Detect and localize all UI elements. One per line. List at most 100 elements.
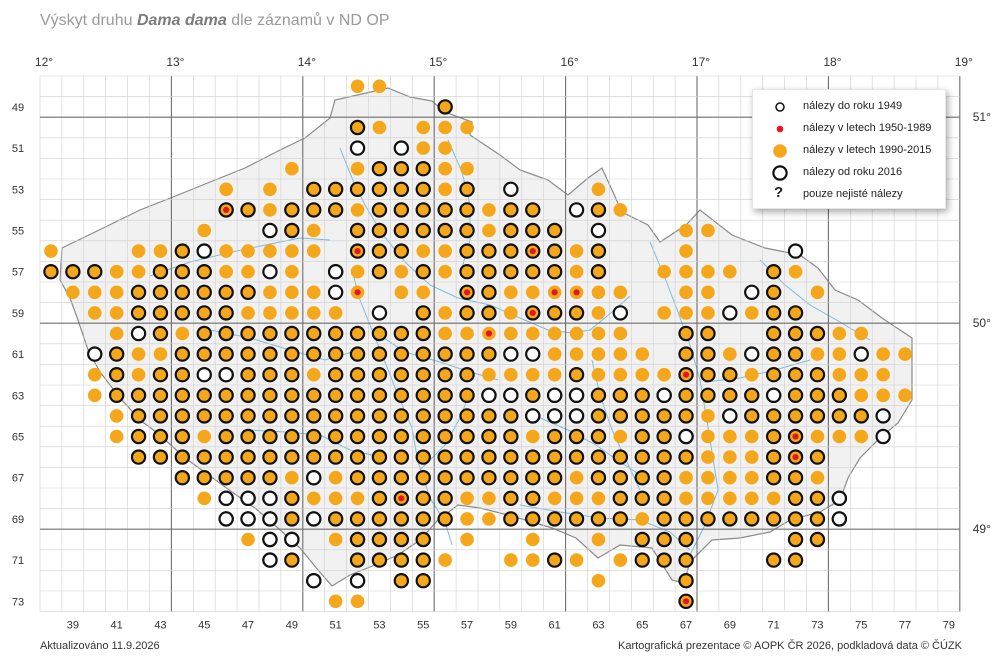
river-sazava [371, 329, 499, 381]
record-1990-2015-dot [504, 512, 518, 526]
record-1990-2015-dot [547, 553, 562, 567]
record-since-2016-ring [393, 573, 410, 589]
record-1990-2015-dot [153, 347, 168, 361]
record-since-2016-ring [349, 367, 366, 383]
record-1990-2015-dot [810, 532, 825, 547]
record-1990-2015-dot [416, 512, 431, 526]
record-since-2016-ring [284, 222, 300, 239]
record-since-2016-ring [590, 408, 607, 424]
record-since-2016-ring [568, 367, 585, 383]
record-since-2016-ring [327, 511, 344, 527]
record-1990-2015-dot [197, 326, 212, 341]
record-since-2016-ring [371, 428, 388, 445]
record-1990-2015-dot [613, 203, 628, 217]
record-since-2016-ring [371, 511, 388, 527]
record-1990-2015-dot [416, 203, 431, 217]
record-1990-2015-dot [438, 182, 452, 197]
record-since-2016-ring [393, 408, 410, 424]
latitude-label: 51° [973, 110, 991, 124]
record-1990-2015-dot [131, 429, 146, 444]
record-1990-2015-dot [306, 244, 321, 258]
record-1990-2015-dot [175, 429, 190, 444]
record-1990-2015-dot [591, 573, 606, 588]
record-since-2016-ring [634, 428, 650, 445]
record-since-2016-ring [349, 181, 366, 197]
longitude-label: 17° [692, 55, 710, 69]
record-1990-2015-dot [416, 409, 431, 423]
record-since-2016-ring [568, 449, 585, 465]
record-1990-2015-dot [657, 409, 671, 423]
record-1990-2015-dot [306, 409, 321, 423]
record-1990-2015-dot [394, 182, 409, 197]
record-since-2016-ring [612, 449, 629, 465]
record-since-2016-ring [349, 449, 366, 465]
record-1990-2015-dot [350, 264, 365, 279]
record-1990-2015-dot [547, 306, 562, 320]
record-1990-2015-dot [591, 450, 606, 464]
record-since-2016-ring [503, 449, 519, 465]
record-since-2016-ring [415, 305, 431, 321]
record-since-2016-ring [130, 428, 147, 445]
record-1990-2015-dot [416, 347, 431, 361]
record-1990-2015-dot [306, 347, 321, 361]
record-since-2016-ring [174, 367, 191, 383]
record-since-2016-ring [393, 160, 410, 177]
longitude-label: 13° [166, 55, 184, 69]
record-1990-2015-dot [854, 326, 869, 341]
record-1990-2015-dot [131, 264, 146, 279]
record-1990-2015-dot [372, 161, 387, 176]
record-1990-2015-dot [394, 161, 409, 176]
record-since-2016-ring [240, 367, 256, 383]
legend-item-since2016: nálezy od roku 2016 [753, 163, 943, 183]
record-1990-2015-dot [766, 367, 781, 382]
record-since-2016-ring [744, 511, 760, 527]
record-1990-2015-dot [810, 326, 825, 341]
record-since-2016-ring [262, 552, 278, 568]
record-since-2016-ring [809, 408, 826, 424]
record-1990-2015-dot [701, 326, 715, 341]
record-since-2016-ring [744, 387, 760, 403]
record-1990-2015-dot [350, 409, 365, 423]
record-1990-2015-dot [591, 203, 606, 217]
record-1990-2015-dot [153, 409, 168, 423]
record-since-2016-ring [43, 264, 59, 280]
record-since-2016-ring [656, 408, 672, 424]
record-1990-2015-dot [438, 326, 452, 341]
record-1990-2015-dot [175, 306, 190, 320]
record-since-2016-ring [634, 408, 650, 424]
record-1990-2015-dot [613, 470, 628, 485]
question-mark-icon: ? [774, 184, 784, 201]
record-1990-2015-dot [416, 532, 431, 547]
row-label: 57 [12, 267, 24, 279]
record-since-2016-ring [218, 305, 234, 321]
record-since-2016-ring [349, 531, 366, 548]
column-label: 57 [461, 620, 473, 632]
record-1990-2015-dot [372, 409, 387, 423]
record-1990-2015-dot [263, 450, 277, 464]
record-since-2016-ring [765, 346, 782, 362]
record-1990-2015-dot [131, 306, 146, 320]
record-since-2016-ring [349, 387, 366, 403]
record-1990-2015-dot [504, 326, 518, 341]
record-since-2016-ring [327, 449, 344, 465]
record-1990-2015-dot [832, 326, 847, 341]
record-1990-2015-dot [44, 264, 58, 279]
record-since-2016-ring [437, 408, 453, 424]
record-1990-2015-dot [219, 347, 233, 361]
record-1990-2015-dot [263, 409, 277, 423]
latitude-label: 49° [973, 522, 991, 536]
record-1990-2015-dot [109, 326, 124, 341]
record-since-2016-ring [284, 346, 300, 362]
record-1990-2015-dot [263, 470, 277, 485]
record-1990-2015-dot [241, 532, 255, 547]
record-1990-2015-dot [285, 161, 299, 176]
record-since-2016-ring [152, 264, 169, 280]
record-1990-2015-dot [438, 512, 452, 526]
record-1990-2015-dot [547, 512, 562, 526]
record-since-2016-ring [218, 325, 234, 342]
record-1990-2015-dot [175, 285, 190, 300]
record-1990-2015-dot [438, 161, 452, 176]
record-1990-2015-dot [66, 264, 80, 279]
record-1990-2015-dot [394, 244, 409, 258]
record-1990-2015-dot [701, 388, 715, 403]
